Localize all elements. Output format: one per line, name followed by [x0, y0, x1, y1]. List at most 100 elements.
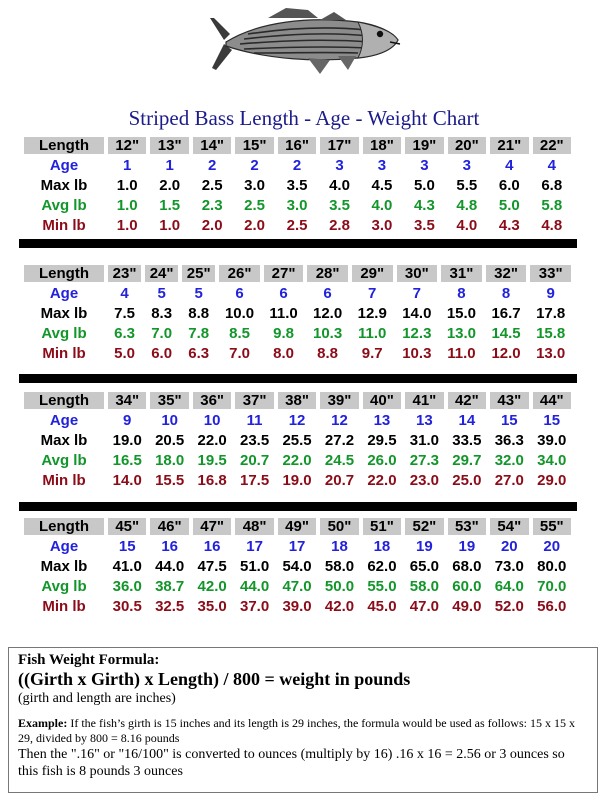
row-max: Max lb 7.5 8.3 8.8 10.0 11.0 12.0 12.9 14.0 15.0 1… [24, 305, 571, 322]
age-cell: 10 [203, 412, 221, 429]
age-cell: 15 [500, 412, 518, 429]
row-label: Max lb [40, 432, 88, 449]
row-label: Avg lb [41, 452, 87, 469]
min-cell: 23.0 [409, 472, 439, 489]
max-cell: 51.0 [239, 558, 270, 575]
avg-cell: 42.0 [197, 578, 227, 595]
min-cell: 8.8 [317, 345, 339, 362]
age-cell: 4 [505, 157, 514, 174]
row-min: Min lb 14.0 15.5 16.8 17.5 19.0 20.7 22.0 23.0 25… [24, 472, 571, 489]
row-label: Min lb [42, 217, 86, 234]
min-cell: 6.0 [151, 345, 173, 362]
max-cell: 12.9 [357, 305, 387, 322]
age-cell: 20 [500, 538, 518, 555]
max-cell: 3.0 [244, 177, 266, 194]
length-cell: 14" [192, 137, 232, 154]
min-cell: 2.5 [286, 217, 308, 234]
avg-cell: 4.0 [371, 197, 393, 214]
table-block: Length 12" 13" 14" 15" 16" 17" 18" 19" 20" 21" 22" A… [20, 134, 575, 237]
avg-cell: 1.5 [159, 197, 181, 214]
block-divider [19, 239, 577, 248]
row-label: Max lb [40, 177, 88, 194]
age-cell: 12 [331, 412, 348, 429]
age-cell: 9 [546, 285, 555, 302]
avg-cell: 9.8 [273, 325, 294, 342]
avg-cell: 3.5 [329, 197, 350, 214]
row-min: Min lb 30.5 32.5 35.0 37.0 39.0 42.0 45.0 47.0 49… [24, 598, 571, 615]
avg-cell: 19.5 [197, 452, 227, 469]
length-cell: 17" [320, 137, 359, 154]
max-cell: 2.0 [159, 177, 181, 194]
weight-formula-box: Fish Weight Formula: ((Girth x Girth) x … [8, 647, 598, 793]
avg-cell: 2.3 [201, 197, 223, 214]
max-cell: 25.5 [282, 432, 312, 449]
min-cell: 20.7 [324, 472, 355, 489]
chart-title: Striped Bass Length - Age - Weight Chart [128, 106, 480, 130]
age-cell: 17 [246, 538, 263, 555]
block-divider [19, 502, 577, 511]
avg-cell: 14.5 [491, 325, 521, 342]
max-cell: 20.5 [155, 432, 185, 449]
length-cell: 26" [219, 265, 260, 282]
max-cell: 29.5 [367, 432, 397, 449]
age-cell: 16 [203, 538, 221, 555]
age-cell: 2 [207, 157, 217, 174]
row-age: Age 1 1 2 2 2 3 3 3 3 4 4 [24, 157, 571, 174]
age-cell: 9 [123, 412, 132, 429]
formula-conversion: Then the ".16" or "16/100" is converted … [18, 747, 565, 779]
age-cell: 19 [416, 538, 433, 555]
avg-cell: 26.0 [367, 452, 397, 469]
age-cell: 5 [194, 285, 203, 302]
max-cell: 4.0 [329, 177, 350, 194]
min-cell: 5.0 [114, 345, 135, 362]
length-cell: 21" [490, 137, 529, 154]
max-cell: 14.0 [402, 305, 432, 322]
avg-cell: 36.0 [112, 578, 142, 595]
table-block: Length 45" 46" 47" 48" 49" 50" 51" 52" 53" 54" 55" A… [20, 515, 575, 618]
min-cell: 6.3 [188, 345, 210, 362]
age-cell: 12 [288, 412, 306, 429]
table-block: Length 34" 35" 36" 37" 38" 39" 40" 41" 42" 43" 44" A… [20, 389, 575, 492]
avg-cell: 55.0 [367, 578, 397, 595]
avg-cell: 58.0 [409, 578, 439, 595]
min-cell: 52.0 [494, 598, 524, 615]
avg-cell: 27.3 [409, 452, 439, 469]
avg-cell: 50.0 [324, 578, 355, 595]
min-cell: 25.0 [452, 472, 482, 489]
min-cell: 3.0 [371, 217, 393, 234]
example-label: Example: [18, 716, 68, 730]
avg-cell: 12.3 [402, 325, 432, 342]
max-cell: 17.8 [536, 305, 566, 322]
age-cell: 1 [165, 157, 174, 174]
min-cell: 16.8 [197, 472, 227, 489]
length-cell: 32" [485, 265, 527, 282]
min-cell: 15.5 [155, 472, 185, 489]
min-cell: 4.8 [541, 217, 563, 234]
age-cell: 4 [120, 285, 129, 302]
length-cell: 47" [192, 518, 232, 535]
length-cell: 49" [277, 518, 317, 535]
min-cell: 14.0 [112, 472, 142, 489]
block-divider [19, 374, 577, 383]
min-cell: 13.0 [536, 345, 566, 362]
formula-heading: Fish Weight Formula: [18, 652, 160, 668]
row-label: Avg lb [41, 197, 87, 214]
length-cell: 53" [447, 518, 487, 535]
max-cell: 8.3 [151, 305, 173, 322]
row-label: Min lb [42, 598, 86, 615]
max-cell: 5.5 [456, 177, 478, 194]
avg-cell: 7.0 [151, 325, 173, 342]
age-cell: 20 [543, 538, 561, 555]
age-cell: 4 [547, 157, 556, 174]
length-cell: 15" [235, 137, 274, 154]
length-cell: 46" [150, 518, 189, 535]
row-label: Age [49, 538, 79, 555]
length-cell: 33" [530, 265, 571, 282]
avg-cell: 5.8 [541, 197, 563, 214]
row-avg: Avg lb 6.3 7.0 7.8 8.5 9.8 10.3 11.0 12.3 13.0 14.… [24, 325, 571, 342]
length-cell: 35" [150, 392, 189, 409]
max-cell: 5.0 [413, 177, 435, 194]
striped-bass-image [210, 8, 401, 74]
min-cell: 1.0 [116, 217, 138, 234]
age-cell: 1 [123, 157, 132, 174]
